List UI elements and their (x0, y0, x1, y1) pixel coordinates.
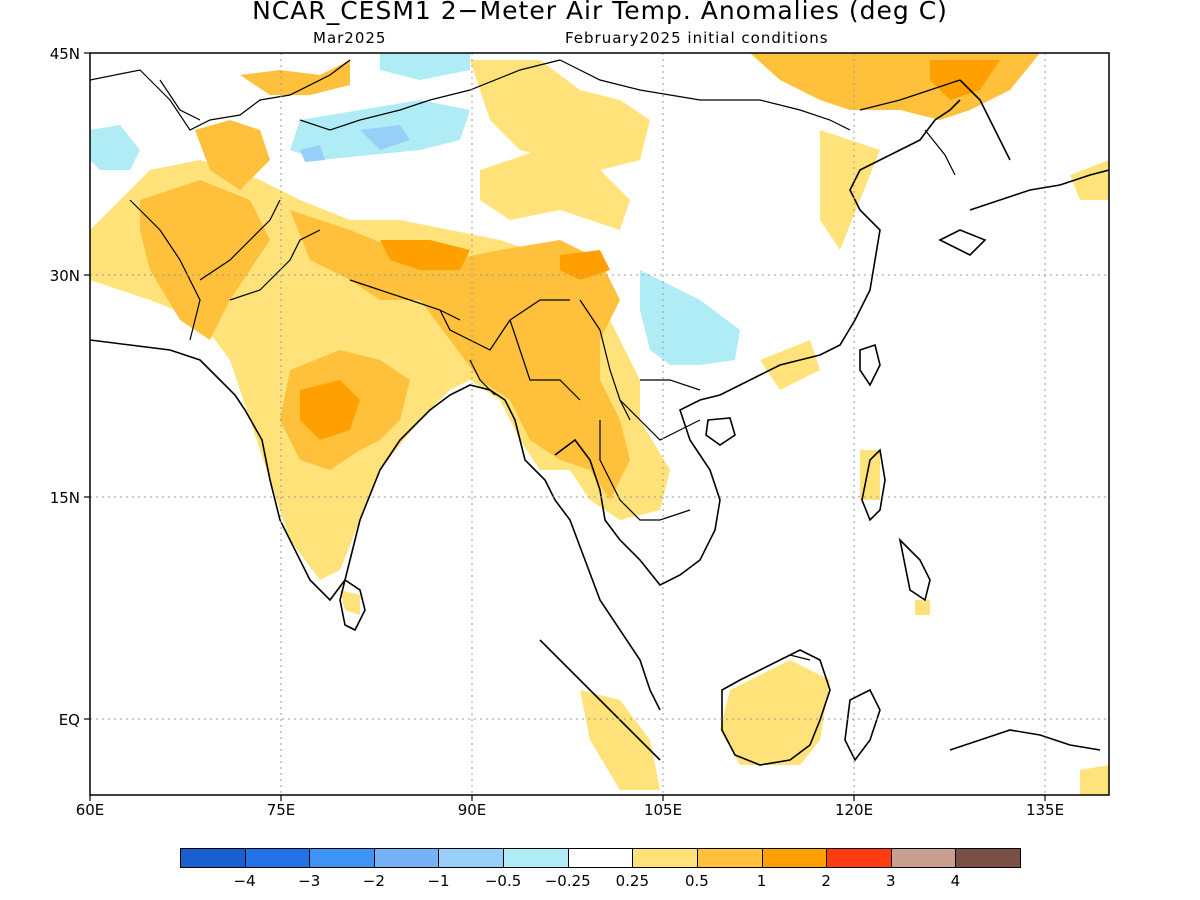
legend-label: −4 (233, 872, 256, 890)
lat-label-30n: 30N (49, 267, 80, 285)
lon-label-105e: 105E (643, 801, 683, 819)
legend-label: −0.5 (484, 872, 522, 890)
legend-label: 1 (756, 872, 767, 890)
legend-swatch (890, 848, 957, 868)
legend-label: 3 (885, 872, 896, 890)
legend-label: −0.25 (544, 872, 591, 890)
lat-label-15n: 15N (49, 489, 80, 507)
legend-swatch (955, 848, 1021, 868)
coastlines (90, 79, 1109, 766)
legend-swatch (567, 848, 634, 868)
anomaly-fill-cool (90, 53, 740, 365)
lon-label-120e: 120E (834, 801, 874, 819)
legend-label: −1 (427, 872, 450, 890)
legend-swatch (373, 848, 440, 868)
color-legend (180, 848, 1021, 870)
legend-label: 0.5 (684, 872, 709, 890)
legend-label: 4 (950, 872, 961, 890)
country-borders (90, 59, 961, 671)
lon-label-90e: 90E (457, 801, 487, 819)
legend-swatch (696, 848, 763, 868)
legend-label: −2 (362, 872, 385, 890)
legend-swatch (503, 848, 569, 868)
legend-swatch (244, 848, 311, 868)
legend-swatch (180, 848, 246, 868)
lat-label-45n: 45N (49, 45, 80, 63)
lon-label-135e: 135E (1025, 801, 1065, 819)
axis-ticks (84, 52, 1046, 801)
initial-conditions-label: February2025 initial conditions (565, 29, 829, 47)
legend-label: 0.25 (615, 872, 649, 890)
legend-swatch (438, 848, 505, 868)
map-frame (89, 52, 1110, 796)
legend-swatch (826, 848, 892, 868)
gridlines (90, 53, 1109, 795)
anomaly-fill-strong-warm (300, 60, 1000, 440)
lon-label-60e: 60E (75, 801, 105, 819)
legend-swatch (309, 848, 375, 868)
legend-label: 2 (821, 872, 831, 890)
forecast-month-label: Mar2025 (313, 29, 387, 47)
legend-label: −3 (298, 872, 321, 890)
legend-swatch (761, 848, 828, 868)
page-title: NCAR_CESM1 2−Meter Air Temp. Anomalies (… (252, 0, 948, 25)
legend-swatch (632, 848, 698, 868)
lat-label-eq: EQ (58, 711, 80, 729)
lon-label-75e: 75E (266, 801, 296, 819)
anomaly-fill-warm (140, 53, 1040, 500)
